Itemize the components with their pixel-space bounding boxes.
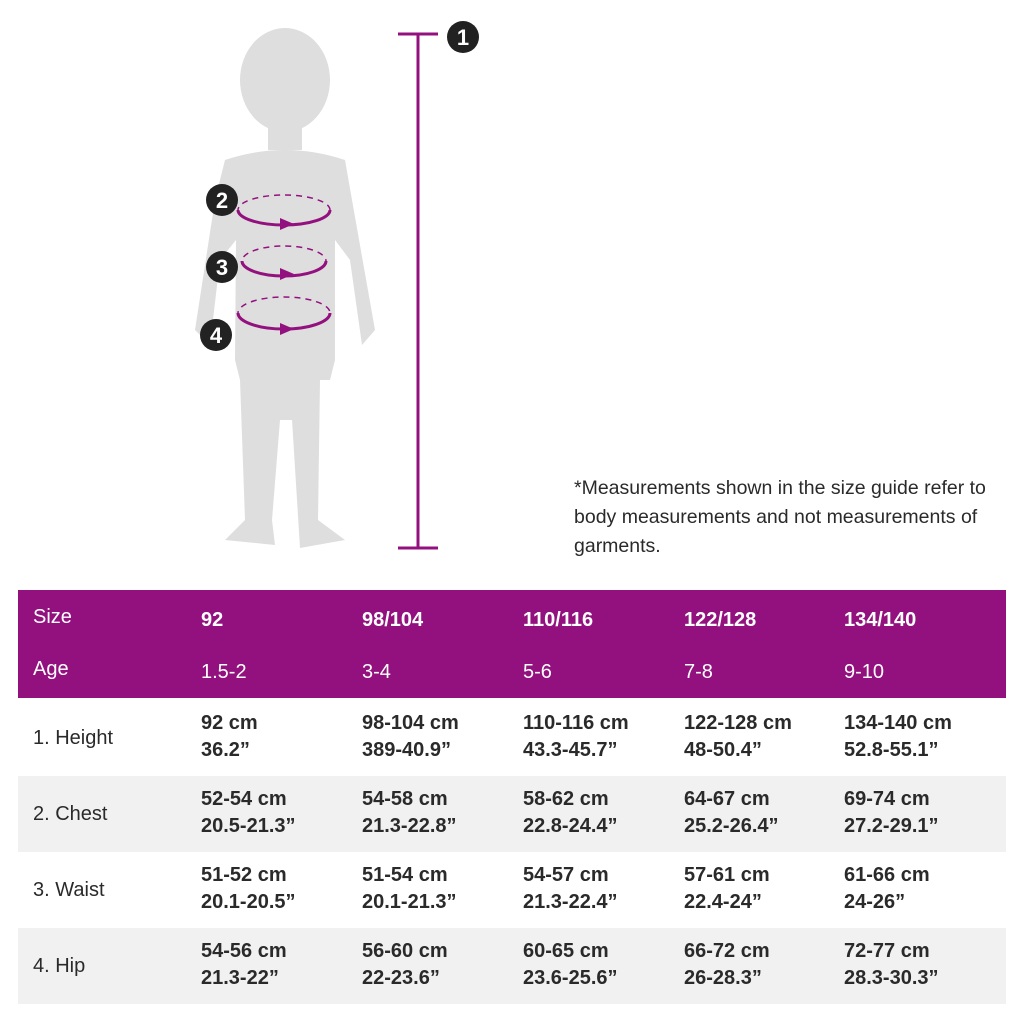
- measurement-value: 61-66 cm 24-26”: [844, 862, 930, 916]
- value-cm: 134-140 cm: [844, 712, 952, 734]
- value-inches: 52.8-55.1”: [844, 739, 939, 761]
- marker-2: 2: [206, 184, 238, 216]
- value-inches: 24-26”: [844, 891, 906, 913]
- value-cm: 56-60 cm: [362, 940, 448, 962]
- measurement-label: 4. Hip: [33, 955, 86, 977]
- value-inches: 20.1-20.5”: [201, 891, 296, 913]
- child-silhouette: [195, 28, 375, 548]
- value-inches: 36.2”: [201, 739, 250, 761]
- value-cm: 92 cm: [201, 712, 258, 734]
- value-inches: 21.3-22.8”: [362, 815, 457, 837]
- value-cm: 54-57 cm: [523, 864, 609, 886]
- age-value: 5-6: [523, 661, 552, 683]
- table-header: Size 92 98/104 110/116 122/128 134/140 A…: [18, 590, 1006, 698]
- measurement-value: 54-57 cm 21.3-22.4”: [523, 862, 618, 916]
- size-value: 122/128: [684, 609, 757, 631]
- table-row: 1. Height 92 cm 36.2” 98-104 cm 389-40.9” 110…: [18, 700, 1006, 776]
- size-row: Size 92 98/104 110/116 122/128 134/140: [18, 606, 1006, 636]
- value-cm: 60-65 cm: [523, 940, 609, 962]
- value-cm: 66-72 cm: [684, 940, 770, 962]
- value-inches: 22.8-24.4”: [523, 815, 618, 837]
- measurement-value: 56-60 cm 22-23.6”: [362, 938, 448, 992]
- measurement-value: 134-140 cm 52.8-55.1”: [844, 710, 952, 764]
- measurement-value: 64-67 cm 25.2-26.4”: [684, 786, 779, 840]
- value-cm: 54-58 cm: [362, 788, 448, 810]
- age-value: 1.5-2: [201, 661, 247, 683]
- measurement-value: 98-104 cm 389-40.9”: [362, 710, 459, 764]
- child-measurement-figure: 1 2 3 4: [195, 21, 479, 550]
- value-inches: 20.1-21.3”: [362, 891, 457, 913]
- measurement-value: 54-58 cm 21.3-22.8”: [362, 786, 457, 840]
- value-cm: 51-52 cm: [201, 864, 287, 886]
- value-inches: 48-50.4”: [684, 739, 762, 761]
- size-value: 134/140: [844, 609, 917, 631]
- value-cm: 64-67 cm: [684, 788, 770, 810]
- measurement-value: 72-77 cm 28.3-30.3”: [844, 938, 939, 992]
- value-inches: 21.3-22”: [201, 967, 279, 989]
- value-cm: 98-104 cm: [362, 712, 459, 734]
- measurement-note: *Measurements shown in the size guide re…: [574, 477, 986, 557]
- value-cm: 57-61 cm: [684, 864, 770, 886]
- measurement-value: 69-74 cm 27.2-29.1”: [844, 786, 939, 840]
- value-inches: 22.4-24”: [684, 891, 762, 913]
- measurement-value: 66-72 cm 26-28.3”: [684, 938, 770, 992]
- measurement-value: 58-62 cm 22.8-24.4”: [523, 786, 618, 840]
- value-cm: 58-62 cm: [523, 788, 609, 810]
- value-inches: 26-28.3”: [684, 967, 762, 989]
- value-cm: 69-74 cm: [844, 788, 930, 810]
- age-value: 7-8: [684, 661, 713, 683]
- value-inches: 25.2-26.4”: [684, 815, 779, 837]
- measurement-label: 1. Height: [33, 727, 114, 749]
- age-value: 3-4: [362, 661, 391, 683]
- svg-text:3: 3: [216, 255, 228, 280]
- value-inches: 21.3-22.4”: [523, 891, 618, 913]
- size-label: Size: [33, 606, 72, 628]
- value-inches: 389-40.9”: [362, 739, 451, 761]
- measurement-value: 51-52 cm 20.1-20.5”: [201, 862, 296, 916]
- size-value: 92: [201, 609, 224, 631]
- measurement-value: 122-128 cm 48-50.4”: [684, 710, 792, 764]
- value-cm: 54-56 cm: [201, 940, 287, 962]
- age-row: Age 1.5-2 3-4 5-6 7-8 9-10: [18, 658, 1006, 688]
- measurement-value: 51-54 cm 20.1-21.3”: [362, 862, 457, 916]
- measurement-value: 57-61 cm 22.4-24”: [684, 862, 770, 916]
- measurement-value: 52-54 cm 20.5-21.3”: [201, 786, 296, 840]
- marker-4: 4: [200, 319, 232, 351]
- measurement-label: 2. Chest: [33, 803, 108, 825]
- value-cm: 122-128 cm: [684, 712, 792, 734]
- table-row: 2. Chest 52-54 cm 20.5-21.3” 54-58 cm 21.3-2…: [18, 776, 1006, 852]
- size-value: 110/116: [523, 609, 594, 631]
- value-inches: 23.6-25.6”: [523, 967, 618, 989]
- svg-text:1: 1: [457, 25, 469, 50]
- value-inches: 43.3-45.7”: [523, 739, 618, 761]
- measurement-label: 3. Waist: [33, 879, 105, 901]
- table-row: 3. Waist 51-52 cm 20.1-20.5” 51-54 cm 20.1-2…: [18, 852, 1006, 928]
- value-cm: 72-77 cm: [844, 940, 930, 962]
- age-value: 9-10: [844, 661, 885, 683]
- svg-text:2: 2: [216, 188, 228, 213]
- value-inches: 20.5-21.3”: [201, 815, 296, 837]
- measurement-value: 110-116 cm 43.3-45.7”: [523, 710, 629, 764]
- marker-1: 1: [447, 21, 479, 53]
- value-cm: 61-66 cm: [844, 864, 930, 886]
- value-cm: 51-54 cm: [362, 864, 448, 886]
- age-label: Age: [33, 658, 69, 680]
- value-inches: 28.3-30.3”: [844, 967, 939, 989]
- ring-arrows: [280, 218, 294, 335]
- value-cm: 110-116 cm: [523, 712, 629, 734]
- value-inches: 27.2-29.1”: [844, 815, 939, 837]
- size-value: 98/104: [362, 609, 424, 631]
- value-inches: 22-23.6”: [362, 967, 440, 989]
- height-bar: [398, 32, 438, 550]
- value-cm: 52-54 cm: [201, 788, 287, 810]
- size-table: Size 92 98/104 110/116 122/128 134/140 A…: [18, 590, 1006, 1004]
- marker-3: 3: [206, 251, 238, 283]
- svg-text:4: 4: [210, 323, 223, 348]
- measurement-value: 60-65 cm 23.6-25.6”: [523, 938, 618, 992]
- table-row: 4. Hip 54-56 cm 21.3-22” 56-60 cm 22-23.6” 60…: [18, 928, 1006, 1004]
- measurement-value: 92 cm 36.2”: [201, 710, 258, 764]
- measurement-value: 54-56 cm 21.3-22”: [201, 938, 287, 992]
